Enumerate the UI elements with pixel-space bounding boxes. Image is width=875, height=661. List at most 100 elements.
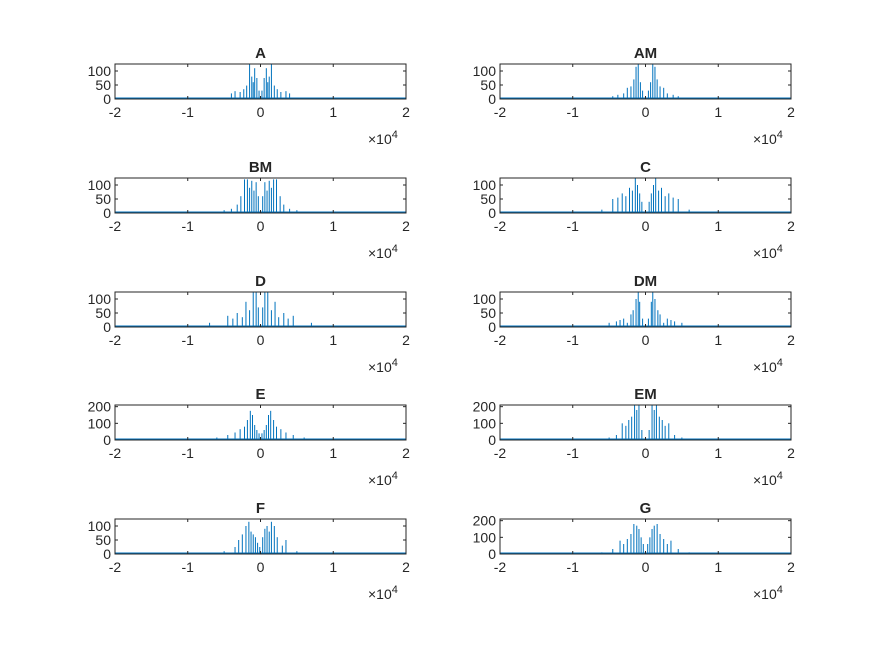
y-tick-label: 200 xyxy=(473,513,497,529)
x-tick-label: 1 xyxy=(714,445,722,461)
subplot-title: AM xyxy=(634,45,657,62)
x-tick-label: -1 xyxy=(567,218,580,234)
x-tick-label: -1 xyxy=(182,559,195,575)
x-tick-label: 0 xyxy=(257,104,265,120)
y-tick-label: 0 xyxy=(103,91,111,107)
x-tick-label: 0 xyxy=(642,104,650,120)
y-tick-label: 200 xyxy=(88,399,112,415)
axes-box xyxy=(499,291,792,328)
x-exponent-power: 4 xyxy=(392,470,398,482)
y-tick-label: 50 xyxy=(480,77,496,93)
x-exponent-power: 4 xyxy=(392,243,398,255)
x-tick-label: -2 xyxy=(494,104,507,120)
x-tick-label: -2 xyxy=(494,332,507,348)
x-tick-label: 2 xyxy=(787,332,795,348)
y-tick-label: 50 xyxy=(480,191,496,207)
subplot-title: BM xyxy=(249,159,272,176)
x-tick-label: -1 xyxy=(567,104,580,120)
y-tick-label: 100 xyxy=(473,291,497,307)
x-exponent-power: 4 xyxy=(392,584,398,596)
y-tick-label: 100 xyxy=(88,291,112,307)
x-tick-label: 0 xyxy=(642,559,650,575)
axes-box xyxy=(499,404,792,441)
y-tick-label: 0 xyxy=(103,432,111,448)
y-tick-label: 100 xyxy=(88,518,112,534)
axes-box xyxy=(114,63,407,100)
y-tick-label: 50 xyxy=(95,77,111,93)
x-tick-label: -2 xyxy=(494,445,507,461)
x-exponent-label: ×104 xyxy=(753,243,783,261)
subplot-title: D xyxy=(255,273,266,290)
y-tick-label: 100 xyxy=(88,63,112,79)
x-tick-label: 0 xyxy=(642,218,650,234)
x-exponent-power: 4 xyxy=(777,470,783,482)
x-tick-label: 2 xyxy=(402,332,410,348)
x-exponent-label: ×104 xyxy=(368,357,398,375)
x-tick-label: -1 xyxy=(182,445,195,461)
axes-box xyxy=(499,518,792,555)
x-exponent-label: ×104 xyxy=(753,357,783,375)
x-tick-label: 0 xyxy=(642,332,650,348)
x-exponent-label: ×104 xyxy=(368,584,398,602)
y-tick-label: 0 xyxy=(103,319,111,335)
x-tick-label: -1 xyxy=(182,332,195,348)
subplot-title: A xyxy=(255,45,266,62)
y-tick-label: 50 xyxy=(95,191,111,207)
subplot-title: EM xyxy=(634,386,657,403)
x-tick-label: -2 xyxy=(494,218,507,234)
x-tick-label: 1 xyxy=(329,445,337,461)
y-tick-label: 0 xyxy=(103,205,111,221)
x-tick-label: -1 xyxy=(182,104,195,120)
x-exponent-label: ×104 xyxy=(753,470,783,488)
axes-box xyxy=(114,177,407,214)
y-tick-label: 100 xyxy=(473,415,497,431)
axes-box xyxy=(114,518,407,555)
x-exponent-power: 4 xyxy=(392,357,398,369)
x-exponent-power: 4 xyxy=(777,129,783,141)
x-tick-label: 1 xyxy=(714,559,722,575)
x-tick-label: -1 xyxy=(567,445,580,461)
y-tick-label: 0 xyxy=(488,546,496,562)
y-tick-label: 100 xyxy=(88,177,112,193)
axes-box xyxy=(114,404,407,441)
x-tick-label: 2 xyxy=(402,445,410,461)
x-exponent-power: 4 xyxy=(392,129,398,141)
x-tick-label: -2 xyxy=(109,332,122,348)
x-exponent-power: 4 xyxy=(777,357,783,369)
x-exponent-power: 4 xyxy=(777,243,783,255)
y-tick-label: 50 xyxy=(95,532,111,548)
x-tick-label: 2 xyxy=(402,559,410,575)
x-tick-label: 0 xyxy=(257,445,265,461)
x-tick-label: 0 xyxy=(642,445,650,461)
x-tick-label: 2 xyxy=(787,559,795,575)
x-exponent-label: ×104 xyxy=(368,470,398,488)
x-tick-label: -2 xyxy=(109,445,122,461)
x-tick-label: 1 xyxy=(329,104,337,120)
y-tick-label: 0 xyxy=(488,205,496,221)
y-tick-label: 0 xyxy=(488,91,496,107)
y-tick-label: 200 xyxy=(473,399,497,415)
x-tick-label: 0 xyxy=(257,559,265,575)
axes-box xyxy=(114,291,407,328)
y-tick-label: 100 xyxy=(88,415,112,431)
axes-box xyxy=(499,177,792,214)
x-tick-label: 1 xyxy=(714,332,722,348)
x-tick-label: 2 xyxy=(787,218,795,234)
x-exponent-label: ×104 xyxy=(753,129,783,147)
y-tick-label: 0 xyxy=(103,546,111,562)
x-tick-label: -2 xyxy=(109,559,122,575)
x-tick-label: -1 xyxy=(567,332,580,348)
x-tick-label: 1 xyxy=(714,218,722,234)
x-tick-label: -2 xyxy=(109,104,122,120)
y-tick-label: 50 xyxy=(480,305,496,321)
